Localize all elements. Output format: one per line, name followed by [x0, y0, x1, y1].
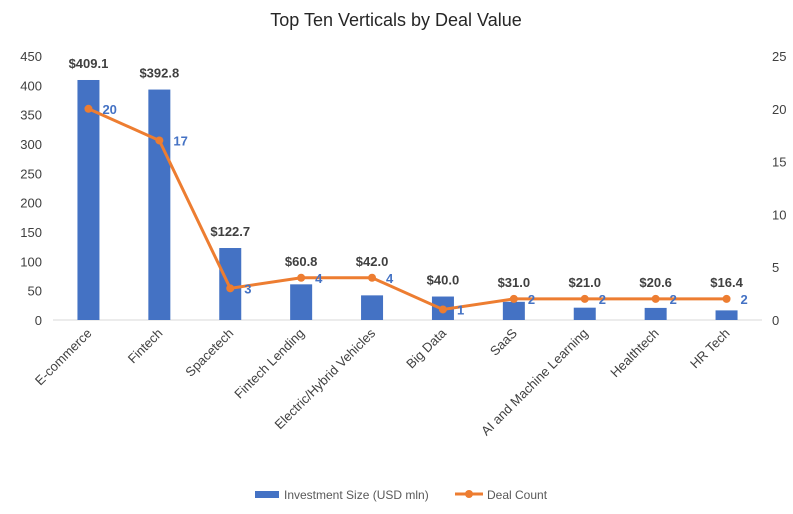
x-tick-label: SaaS — [487, 325, 520, 358]
deal-count-point — [297, 273, 306, 282]
deal-count-label: 4 — [386, 271, 394, 286]
deal-count-label: 1 — [457, 302, 464, 317]
y-right-tick-label: 5 — [772, 260, 779, 275]
deal-count-label: 20 — [102, 102, 116, 117]
bar-value-label: $20.6 — [639, 275, 672, 290]
deal-count-point — [509, 294, 518, 303]
y-left-tick-label: 400 — [20, 78, 42, 93]
y-left-tick-label: 100 — [20, 254, 42, 269]
bar — [644, 307, 667, 320]
bar — [148, 89, 171, 320]
legend-bar-swatch — [255, 491, 279, 498]
bar — [502, 301, 525, 320]
y-left-tick-label: 150 — [20, 225, 42, 240]
x-tick-label: Spacetech — [182, 326, 236, 380]
deal-count-point — [438, 305, 447, 314]
y-right-tick-label: 25 — [772, 49, 786, 64]
y-right-tick-label: 15 — [772, 155, 786, 170]
y-left-tick-label: 50 — [28, 284, 42, 299]
bar-value-label: $60.8 — [285, 254, 318, 269]
bar-value-label: $392.8 — [139, 66, 179, 81]
y-right-tick-label: 10 — [772, 207, 786, 222]
y-left-tick-label: 300 — [20, 137, 42, 152]
y-left-tick-label: 350 — [20, 108, 42, 123]
x-tick-label: Fintech — [125, 326, 166, 367]
deal-count-point — [651, 294, 660, 303]
deal-count-point — [155, 136, 164, 145]
x-tick-label: Healthtech — [607, 326, 662, 381]
deal-count-label: 2 — [670, 292, 677, 307]
x-tick-label: HR Tech — [687, 326, 733, 372]
deal-count-label: 17 — [173, 133, 187, 148]
chart-title: Top Ten Verticals by Deal Value — [270, 10, 521, 30]
bar-value-label: $42.0 — [356, 254, 389, 269]
y-right-tick-label: 20 — [772, 102, 786, 117]
x-tick-label: Big Data — [403, 325, 449, 371]
bar-value-label: $31.0 — [498, 275, 531, 290]
legend-line-marker — [465, 490, 473, 498]
bar — [715, 310, 738, 320]
bar-value-label: $16.4 — [710, 275, 743, 290]
deal-count-line — [87, 107, 727, 311]
deal-count-label: 2 — [599, 292, 606, 307]
deal-count-label: 3 — [244, 281, 251, 296]
deal-count-point — [368, 273, 377, 282]
deal-count-point — [722, 294, 731, 303]
y-left-tick-label: 450 — [20, 49, 42, 64]
y-left-tick-label: 250 — [20, 166, 42, 181]
legend-line-label: Deal Count — [487, 488, 548, 502]
bar — [219, 248, 242, 320]
deal-count-point — [226, 284, 235, 293]
deal-count-label: 2 — [528, 292, 535, 307]
x-tick-label: Fintech Lending — [231, 326, 307, 402]
bar-value-label: $122.7 — [210, 224, 250, 239]
bar-value-label: $40.0 — [427, 273, 460, 288]
deal-count-point — [84, 104, 93, 113]
legend-bar-label: Investment Size (USD mln) — [284, 488, 429, 502]
deal-count-label: 2 — [741, 292, 748, 307]
bar — [290, 284, 313, 320]
y-left-tick-label: 200 — [20, 196, 42, 211]
x-tick-label: E-commerce — [32, 326, 95, 389]
bar-value-label: $409.1 — [69, 56, 109, 71]
y-right-tick-label: 0 — [772, 313, 779, 328]
bar-value-label: $21.0 — [568, 275, 601, 290]
legend: Investment Size (USD mln) Deal Count — [255, 488, 548, 502]
bar — [573, 307, 596, 320]
deal-count-label: 4 — [315, 271, 323, 286]
deal-count-point — [580, 294, 589, 303]
bar — [361, 295, 384, 320]
bar — [77, 79, 100, 321]
y-left-tick-label: 0 — [35, 313, 42, 328]
